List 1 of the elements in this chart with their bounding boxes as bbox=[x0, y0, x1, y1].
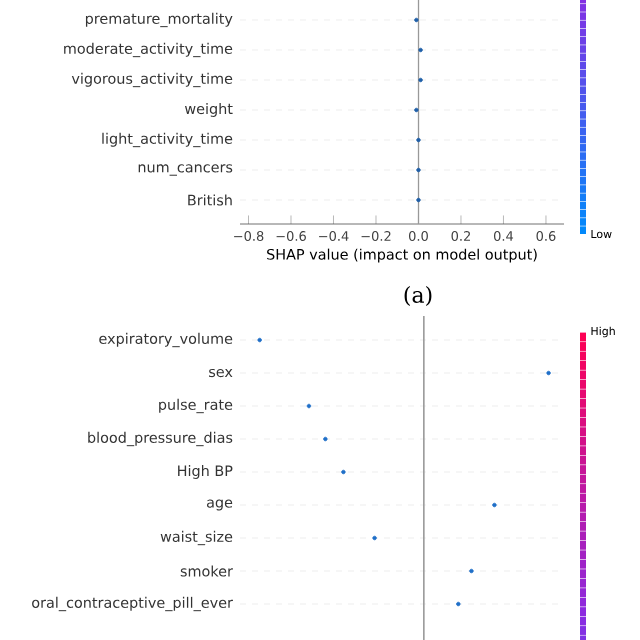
text: (a) bbox=[404, 285, 432, 307]
